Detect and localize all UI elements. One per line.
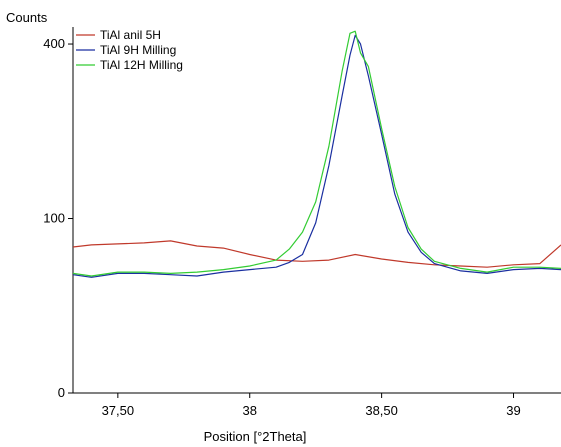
y-tick-label: 400 (43, 36, 65, 51)
x-axis: 37,50 38 38,50 39 (102, 393, 521, 418)
y-tick-label: 100 (43, 211, 65, 226)
series-line-tial-anil-5h (72, 240, 561, 268)
legend-label-tial-12h-milling: TiAl 12H Milling (100, 58, 183, 72)
x-tick-label: 39 (506, 403, 520, 418)
y-axis: 0 100 400 (43, 36, 73, 400)
plot-frame (72, 27, 561, 394)
series-line-tial-9h-milling (72, 34, 561, 278)
legend-label-tial-9h-milling: TiAl 9H Milling (100, 43, 176, 57)
y-tick-label: 0 (58, 385, 65, 400)
x-axis-title: Position [°2Theta] (204, 429, 307, 444)
series-layer (72, 30, 561, 278)
x-tick-label: 37,50 (102, 403, 135, 418)
x-tick-label: 38 (243, 403, 257, 418)
x-tick-label: 38,50 (365, 403, 398, 418)
series-line-tial-12h-milling (72, 30, 561, 277)
legend-label-tial-anil-5h: TiAl anil 5H (100, 28, 161, 42)
y-axis-title: Counts (6, 10, 48, 25)
